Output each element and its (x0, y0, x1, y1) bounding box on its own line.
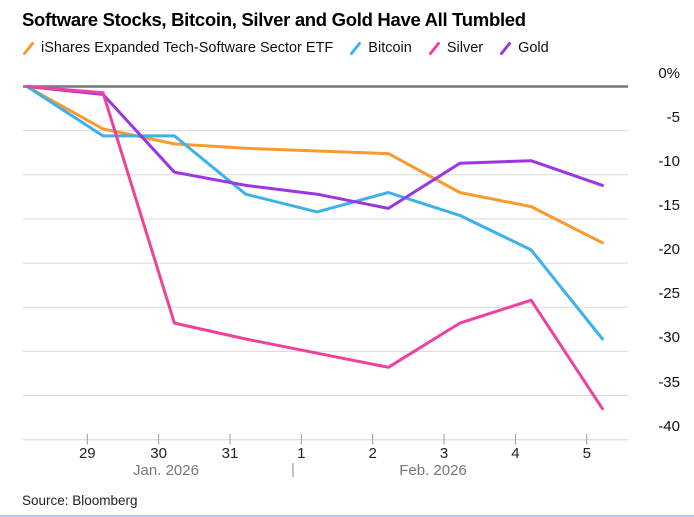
legend-item-bitcoin: Bitcoin (349, 40, 412, 56)
line-swatch-icon (350, 41, 362, 55)
series-line-silver (25, 85, 604, 411)
x-axis-label: 3 (439, 445, 449, 462)
x-axis-label: 30 (150, 445, 167, 462)
legend-item-etf: iShares Expanded Tech-Software Sector ET… (22, 40, 333, 56)
y-axis-label: -25 (658, 285, 680, 303)
line-swatch-icon (500, 41, 512, 55)
line-swatch-icon (428, 41, 440, 55)
month-label: Feb. 2026 (399, 462, 467, 479)
legend-item-silver: Silver (428, 40, 483, 56)
bottom-accent-bar (0, 515, 694, 517)
x-axis-label: 5 (582, 445, 591, 462)
legend-item-gold: Gold (499, 40, 549, 56)
series-line-ishares-expanded-tech-software-sector-etf (25, 85, 604, 245)
y-axis-label: -5 (666, 108, 680, 126)
y-axis-label: 0% (658, 64, 680, 82)
series-line-gold (25, 85, 604, 210)
x-axis-label: 1 (297, 445, 306, 462)
y-axis-label: -20 (658, 241, 680, 259)
legend-label-etf: iShares Expanded Tech-Software Sector ET… (41, 40, 334, 56)
legend-label-bitcoin: Bitcoin (368, 40, 412, 56)
line-swatch-icon (23, 41, 34, 55)
legend-label-silver: Silver (446, 40, 484, 56)
x-axis-label: 29 (78, 445, 96, 462)
legend: iShares Expanded Tech-Software Sector ET… (22, 40, 549, 56)
y-axis-label: -30 (658, 329, 680, 347)
y-axis-label: -10 (658, 152, 680, 170)
x-axis-label: 2 (368, 445, 377, 462)
y-axis-label: -40 (658, 417, 680, 435)
month-label: Jan. 2026 (133, 462, 199, 479)
x-axis-label: 4 (511, 445, 520, 462)
chart-title: Software Stocks, Bitcoin, Silver and Gol… (22, 9, 526, 30)
y-axis-label: -15 (658, 196, 680, 214)
month-divider: | (291, 461, 295, 478)
source-attribution: Source: Bloomberg (22, 493, 138, 508)
legend-label-gold: Gold (518, 40, 549, 56)
y-axis-label: -35 (658, 373, 680, 391)
series-line-bitcoin (25, 85, 604, 341)
x-axis-label: 31 (221, 445, 239, 462)
